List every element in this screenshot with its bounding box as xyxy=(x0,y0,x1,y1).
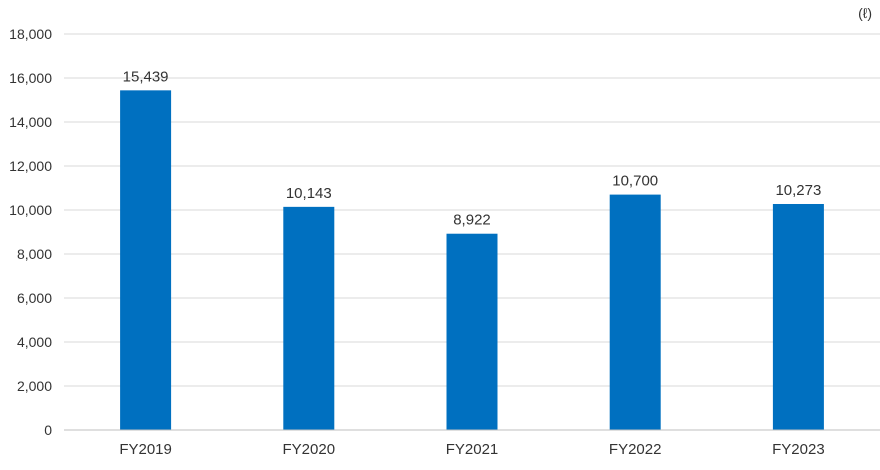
bars xyxy=(120,90,824,430)
unit-label: (ℓ) xyxy=(858,5,872,21)
y-tick-label: 18,000 xyxy=(9,26,52,42)
x-category-label: FY2021 xyxy=(446,441,499,458)
x-category-label: FY2020 xyxy=(283,441,336,458)
data-label: 10,143 xyxy=(286,185,332,202)
bar-fy2019 xyxy=(120,90,172,430)
bar-fy2022 xyxy=(609,194,661,430)
gridlines xyxy=(64,33,880,387)
bar-fy2020 xyxy=(283,206,335,430)
data-label: 10,273 xyxy=(775,182,821,199)
x-category-label: FY2023 xyxy=(772,441,825,458)
y-tick-label: 2,000 xyxy=(17,378,52,394)
x-category-label: FY2019 xyxy=(119,441,172,458)
y-tick-label: 14,000 xyxy=(9,114,52,130)
data-label: 15,439 xyxy=(123,68,169,85)
data-labels: 15,439 10,143 8,922 10,700 10,273 xyxy=(123,68,822,228)
y-tick-label: 10,000 xyxy=(9,202,52,218)
y-tick-label: 0 xyxy=(44,422,52,438)
y-tick-label: 16,000 xyxy=(9,70,52,86)
y-axis-tick-labels: 0 2,000 4,000 6,000 8,000 10,000 12,000 14,000 1… xyxy=(9,26,52,438)
y-tick-label: 6,000 xyxy=(17,290,52,306)
x-category-label: FY2022 xyxy=(609,441,662,458)
y-tick-label: 12,000 xyxy=(9,158,52,174)
data-label: 8,922 xyxy=(453,212,491,229)
data-label: 10,700 xyxy=(612,173,658,190)
y-tick-label: 8,000 xyxy=(17,246,52,262)
y-tick-label: 4,000 xyxy=(17,334,52,350)
bar-fy2021 xyxy=(446,233,498,430)
x-axis-category-labels: FY2019 FY2020 FY2021 FY2022 FY2023 xyxy=(119,441,824,458)
bar-fy2023 xyxy=(772,203,824,430)
